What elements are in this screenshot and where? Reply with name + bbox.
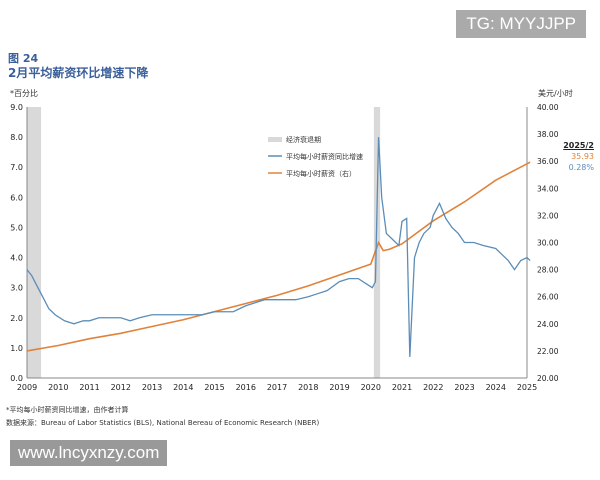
legend-wage-label: 平均每小时薪资（右） xyxy=(286,169,356,178)
y-tick-label: 3.0 xyxy=(10,284,23,293)
recession-band xyxy=(27,107,42,378)
latest-annotation: 2025/2 35.93 0.28% xyxy=(560,140,594,173)
watermark-bottom: www.lncyxnzy.com xyxy=(10,440,168,466)
x-tick-label: 2010 xyxy=(48,383,68,392)
y2-tick-label: 36.00 xyxy=(537,157,559,166)
x-tick-label: 2022 xyxy=(423,383,443,392)
x-tick-label: 2018 xyxy=(298,383,318,392)
right-axis-unit: 美元/小时 xyxy=(538,89,573,98)
legend-recession-label: 经济衰退期 xyxy=(286,135,321,144)
recession-band xyxy=(373,107,381,378)
wage-line xyxy=(26,161,531,352)
y2-tick-label: 22.00 xyxy=(537,347,559,356)
x-tick-label: 2023 xyxy=(454,383,474,392)
annotation-growth: 0.28% xyxy=(568,163,594,172)
x-tick-label: 2013 xyxy=(142,383,162,392)
y-tick-label: 0.0 xyxy=(10,374,23,383)
x-tick-label: 2024 xyxy=(486,383,506,392)
x-tick-label: 2014 xyxy=(173,383,193,392)
footnote: *平均每小时薪资同比增速，由作者计算 xyxy=(6,406,129,414)
y-tick-label: 4.0 xyxy=(10,254,23,263)
y-tick-label: 5.0 xyxy=(10,223,23,232)
y2-tick-label: 20.00 xyxy=(537,374,559,383)
watermark-top: TG: MYYJJPP xyxy=(456,10,586,38)
chart-title: 2月平均薪资环比增速下降 xyxy=(8,66,149,80)
y2-tick-label: 26.00 xyxy=(537,293,559,302)
left-axis-unit: *百分比 xyxy=(10,89,38,98)
source-note: 数据来源：Bureau of Labor Statistics (BLS), N… xyxy=(6,419,320,427)
figure-label: 图 24 xyxy=(8,52,39,65)
y-tick-label: 8.0 xyxy=(10,133,23,142)
x-tick-label: 2015 xyxy=(204,383,224,392)
legend-growth-label: 平均每小时薪资同比增速 xyxy=(286,152,363,161)
x-tick-label: 2017 xyxy=(267,383,287,392)
x-tick-label: 2021 xyxy=(392,383,412,392)
x-tick-label: 2019 xyxy=(329,383,349,392)
y2-tick-label: 24.00 xyxy=(537,320,559,329)
growth-line xyxy=(26,137,531,357)
annotation-wage: 35.93 xyxy=(571,152,594,161)
y-tick-label: 2.0 xyxy=(10,314,23,323)
x-tick-label: 2016 xyxy=(236,383,256,392)
y2-tick-label: 40.00 xyxy=(537,103,559,112)
x-tick-label: 2020 xyxy=(361,383,381,392)
y2-tick-label: 38.00 xyxy=(537,130,559,139)
y-tick-label: 1.0 xyxy=(10,344,23,353)
y2-tick-label: 30.00 xyxy=(537,239,559,248)
y-tick-label: 9.0 xyxy=(10,103,23,112)
x-tick-label: 2009 xyxy=(17,383,37,392)
y2-tick-label: 28.00 xyxy=(537,266,559,275)
x-tick-label: 2025 xyxy=(517,383,537,392)
x-tick-label: 2012 xyxy=(111,383,131,392)
annotation-date: 2025/2 xyxy=(563,141,594,150)
legend-recession-swatch xyxy=(268,137,282,142)
y-tick-label: 6.0 xyxy=(10,193,23,202)
y2-tick-label: 34.00 xyxy=(537,184,559,193)
y-tick-label: 7.0 xyxy=(10,163,23,172)
y2-tick-label: 32.00 xyxy=(537,211,559,220)
x-tick-label: 2011 xyxy=(79,383,99,392)
